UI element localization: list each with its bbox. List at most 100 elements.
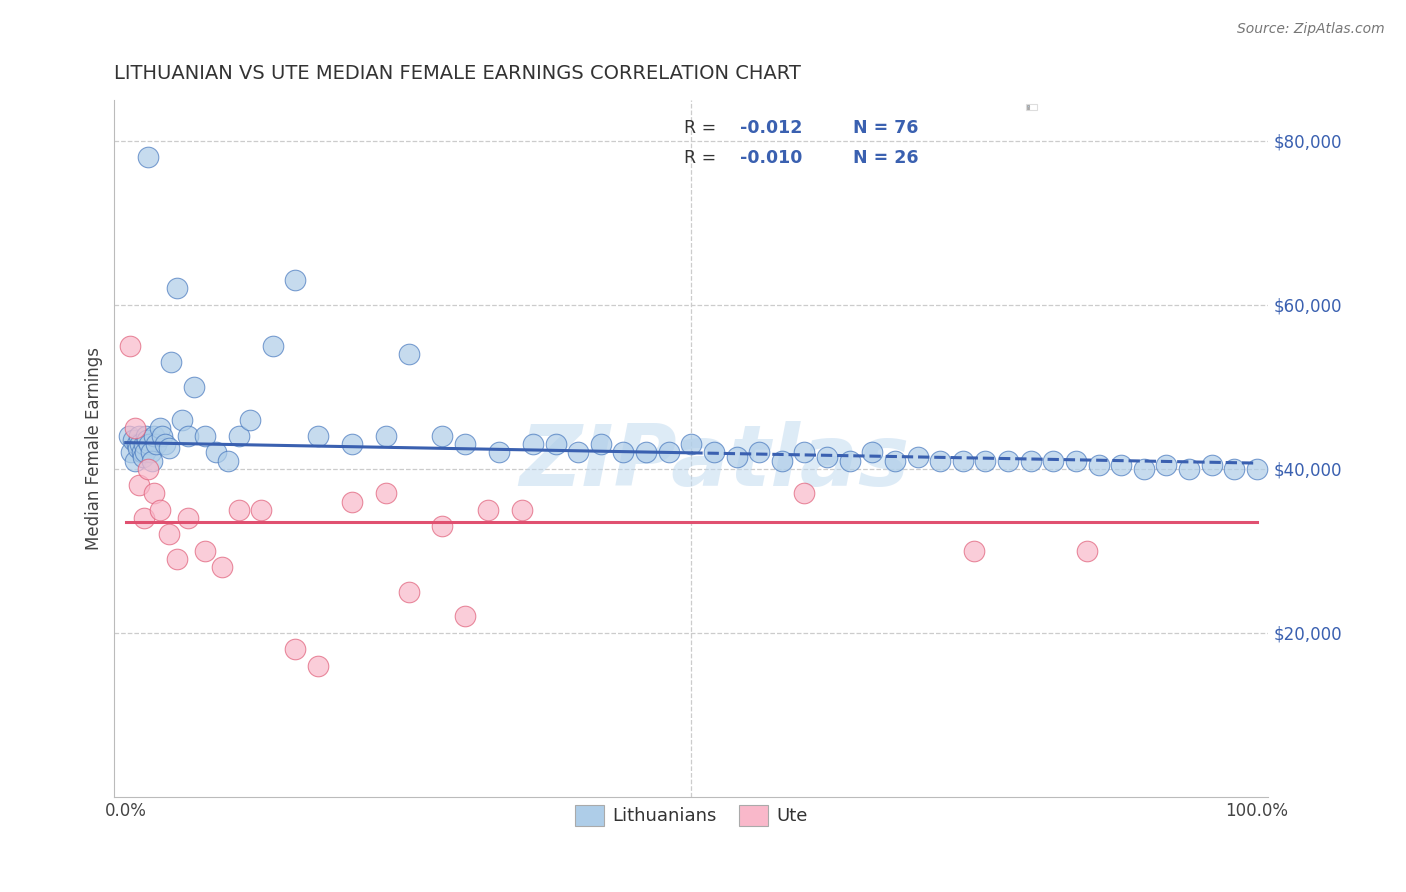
Point bbox=[488, 445, 510, 459]
Point bbox=[134, 445, 156, 459]
Point bbox=[138, 462, 160, 476]
Text: N = 26: N = 26 bbox=[853, 150, 918, 168]
Point bbox=[145, 437, 167, 451]
Point bbox=[1133, 462, 1156, 476]
Point bbox=[703, 445, 725, 459]
Point bbox=[239, 412, 262, 426]
Text: -0.010: -0.010 bbox=[740, 150, 803, 168]
Point bbox=[748, 445, 770, 459]
Point bbox=[139, 445, 162, 459]
Y-axis label: Median Female Earnings: Median Female Earnings bbox=[86, 347, 103, 549]
Point bbox=[131, 445, 153, 459]
Point bbox=[262, 339, 284, 353]
Point bbox=[815, 450, 838, 464]
Point bbox=[228, 429, 250, 443]
Point bbox=[149, 421, 172, 435]
Point bbox=[725, 450, 748, 464]
Point bbox=[952, 453, 974, 467]
Point bbox=[398, 584, 420, 599]
Point bbox=[131, 450, 153, 464]
Point bbox=[838, 453, 860, 467]
Point bbox=[522, 437, 544, 451]
Point bbox=[136, 433, 159, 447]
Point bbox=[120, 445, 142, 459]
Point bbox=[127, 442, 149, 456]
Point bbox=[432, 519, 454, 533]
Point bbox=[1156, 458, 1178, 472]
Point bbox=[636, 445, 658, 459]
Point bbox=[340, 437, 363, 451]
Point bbox=[398, 347, 420, 361]
Point bbox=[125, 437, 148, 451]
Point bbox=[217, 453, 239, 467]
Point bbox=[1076, 544, 1098, 558]
Point bbox=[132, 511, 155, 525]
Point bbox=[1246, 462, 1268, 476]
Point bbox=[454, 609, 477, 624]
Point bbox=[929, 453, 952, 467]
Text: R =: R = bbox=[685, 150, 723, 168]
Point bbox=[141, 453, 163, 467]
Point bbox=[120, 339, 142, 353]
Text: ZIPatlas: ZIPatlas bbox=[519, 421, 910, 504]
Point bbox=[793, 486, 815, 500]
Point bbox=[205, 445, 228, 459]
Point bbox=[307, 658, 329, 673]
Point bbox=[194, 429, 217, 443]
Point bbox=[681, 437, 703, 451]
Point bbox=[124, 453, 146, 467]
Text: -0.012: -0.012 bbox=[740, 120, 803, 137]
Point bbox=[793, 445, 815, 459]
Point bbox=[454, 437, 477, 451]
Point bbox=[963, 544, 986, 558]
Point bbox=[228, 503, 250, 517]
Point bbox=[284, 273, 307, 287]
Point bbox=[250, 503, 273, 517]
Point bbox=[1201, 458, 1223, 472]
Point bbox=[284, 642, 307, 657]
Point bbox=[1019, 453, 1042, 467]
Point bbox=[177, 429, 200, 443]
Point bbox=[1064, 453, 1087, 467]
Point bbox=[1087, 458, 1109, 472]
Point bbox=[374, 429, 396, 443]
Point bbox=[340, 494, 363, 508]
Point bbox=[166, 552, 188, 566]
Text: Source: ZipAtlas.com: Source: ZipAtlas.com bbox=[1237, 22, 1385, 37]
Point bbox=[612, 445, 634, 459]
Point bbox=[374, 486, 396, 500]
Point bbox=[589, 437, 612, 451]
Legend: Lithuanians, Ute: Lithuanians, Ute bbox=[568, 797, 815, 833]
Point bbox=[150, 429, 173, 443]
Point bbox=[121, 433, 143, 447]
Point bbox=[160, 355, 183, 369]
Point bbox=[477, 503, 499, 517]
Point bbox=[211, 560, 233, 574]
Point bbox=[129, 437, 152, 451]
Point bbox=[1109, 458, 1132, 472]
Point bbox=[166, 281, 188, 295]
Point bbox=[128, 478, 150, 492]
Point bbox=[884, 453, 907, 467]
Point bbox=[143, 486, 166, 500]
Point bbox=[860, 445, 883, 459]
Point bbox=[155, 437, 177, 451]
Point bbox=[974, 453, 997, 467]
Point bbox=[997, 453, 1019, 467]
Point bbox=[1042, 453, 1064, 467]
Point bbox=[124, 421, 146, 435]
Point bbox=[544, 437, 567, 451]
Point bbox=[138, 150, 160, 164]
Point bbox=[157, 442, 180, 456]
Text: R =: R = bbox=[685, 120, 723, 137]
Point bbox=[432, 429, 454, 443]
Point bbox=[907, 450, 929, 464]
Point bbox=[307, 429, 329, 443]
Point bbox=[1178, 462, 1201, 476]
Point bbox=[128, 429, 150, 443]
Point bbox=[157, 527, 180, 541]
Point bbox=[510, 503, 533, 517]
Point bbox=[118, 429, 141, 443]
Text: LITHUANIAN VS UTE MEDIAN FEMALE EARNINGS CORRELATION CHART: LITHUANIAN VS UTE MEDIAN FEMALE EARNINGS… bbox=[114, 64, 801, 83]
Point bbox=[143, 429, 166, 443]
